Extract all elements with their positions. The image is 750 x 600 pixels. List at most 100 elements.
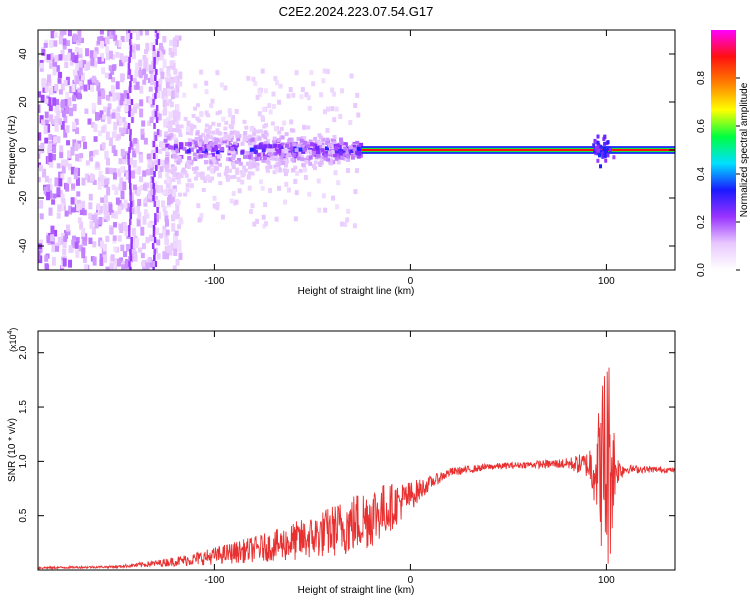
spectrogram-cell — [181, 167, 186, 172]
spectrogram-cell — [247, 185, 252, 191]
spectrogram-cell — [178, 81, 183, 87]
spectrogram-cell — [110, 84, 115, 93]
spectrogram-cell — [125, 36, 130, 43]
spectrogram-cell — [178, 133, 183, 138]
spectrogram-cell — [194, 166, 199, 171]
spectrogram-cell — [143, 137, 148, 145]
spectrogram-cell — [109, 167, 114, 175]
spectrogram-cell — [267, 156, 272, 161]
spectrogram-cell — [126, 203, 131, 212]
spectrogram-cell — [51, 199, 56, 205]
spectrogram-cell — [273, 75, 278, 81]
spectrogram-cell — [178, 158, 183, 163]
spectrogram-cell — [186, 120, 191, 125]
spectrogram-cell — [152, 225, 156, 231]
spectrogram-cell — [315, 153, 320, 158]
spectrogram-cell — [267, 103, 272, 109]
spectrogram-cell — [354, 168, 359, 174]
spectrogram-cell — [138, 176, 143, 183]
spectrogram-cell — [53, 32, 58, 38]
spectrogram-cell — [247, 171, 252, 176]
spectrogram-cell — [343, 149, 348, 154]
spectrogram-cell — [169, 39, 174, 46]
spectrogram-cell — [60, 193, 65, 202]
spectrogram-cell — [289, 146, 294, 151]
spectrogram-cell — [244, 125, 249, 130]
spectrogram-cell — [178, 252, 183, 260]
spectrogram-cell — [179, 124, 184, 129]
spectrogram-cell — [161, 189, 166, 195]
spectrogram-cell — [296, 136, 301, 141]
spectrogram-cell — [197, 217, 202, 223]
spectrogram-cell — [176, 160, 181, 165]
spectrogram-cell — [155, 81, 159, 87]
spectrogram-cell — [303, 157, 308, 162]
spectrogram-cell — [192, 124, 197, 129]
spectrogram-cell — [193, 140, 198, 145]
spectrogram-cell — [169, 78, 174, 84]
spectrogram-cell — [147, 120, 152, 126]
spectrogram-cell — [222, 136, 227, 141]
spectrogram-cell — [122, 159, 127, 165]
spectrogram-cell — [68, 245, 73, 253]
spectrogram-cell — [128, 111, 131, 117]
spectrogram-cell — [143, 197, 148, 204]
spectrogram-cell — [72, 33, 77, 43]
spectrogram-cell — [138, 30, 143, 36]
spectrogram-cell — [111, 263, 116, 270]
spectrogram-cell — [113, 246, 118, 252]
spectrogram-cell — [178, 71, 183, 80]
spectrogram-cell — [261, 148, 266, 153]
spectrogram-cell — [48, 190, 53, 199]
spectrogram-cell — [205, 133, 210, 138]
spectrogram-cell — [172, 110, 177, 118]
spectrogram-cell — [173, 242, 178, 250]
spectrogram-cell — [319, 92, 324, 98]
spectrogram-cell — [114, 210, 119, 219]
spectrogram-cell — [130, 207, 135, 215]
spectrogram-cell — [220, 214, 225, 220]
spectrogram-cell — [356, 154, 361, 159]
spectrogram-cell — [304, 159, 309, 164]
colorbar-label: Normalized spectral amplitude — [739, 82, 750, 217]
spectrogram-cell — [67, 177, 72, 184]
spectrogram-cell — [186, 122, 191, 127]
spectrogram-cell — [155, 87, 158, 93]
spectrogram-cell — [108, 203, 113, 213]
spectrogram-cell — [210, 152, 215, 157]
spectrogram-cell — [96, 82, 101, 92]
spectrogram-cell — [166, 70, 171, 76]
spectrogram-cell — [217, 144, 222, 149]
spectrogram-cell — [249, 147, 254, 152]
spectrogram-cell — [300, 157, 305, 162]
spectrogram-cell — [326, 106, 331, 112]
spectrogram-cell — [105, 94, 110, 101]
spectrogram-cell — [153, 195, 158, 204]
spectrogram-cell — [102, 114, 107, 120]
spectrogram-cell — [278, 83, 283, 89]
spectrogram-cell — [49, 114, 54, 122]
spectrogram-cell — [332, 141, 337, 146]
spectrogram-cell — [255, 167, 260, 172]
spectrogram-cell — [58, 54, 63, 61]
spectrogram-cell — [198, 149, 203, 154]
spectrogram-cell — [297, 149, 302, 154]
spectrogram-cell — [134, 69, 139, 78]
spectrogram-cell — [93, 51, 98, 59]
spectrogram-cell — [105, 215, 110, 221]
spectrogram-cell — [598, 153, 602, 158]
spectrogram-cell — [104, 72, 109, 79]
spectrogram-cell — [81, 249, 86, 259]
spectrogram-cell — [60, 121, 65, 130]
spectrogram-cell — [129, 249, 132, 255]
spectrogram-cell — [72, 95, 77, 102]
spectrogram-cell — [129, 129, 132, 135]
spectrogram-cell — [171, 177, 176, 182]
spectrogram-cell — [153, 153, 158, 162]
spectrogram-cell — [321, 137, 326, 142]
spectrogram-cell — [232, 153, 237, 158]
spectrogram-cell — [83, 141, 88, 150]
spectrogram-cell — [126, 95, 131, 103]
spectrogram-cell — [265, 165, 270, 170]
spectrogram-cell — [75, 63, 80, 71]
